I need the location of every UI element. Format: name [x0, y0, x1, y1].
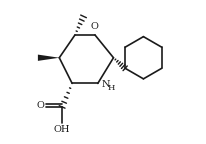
Text: OH: OH — [53, 125, 70, 134]
Text: N: N — [101, 80, 109, 89]
Polygon shape — [38, 55, 59, 61]
Text: O: O — [90, 22, 98, 31]
Text: O: O — [36, 101, 44, 110]
Text: H: H — [107, 84, 114, 92]
